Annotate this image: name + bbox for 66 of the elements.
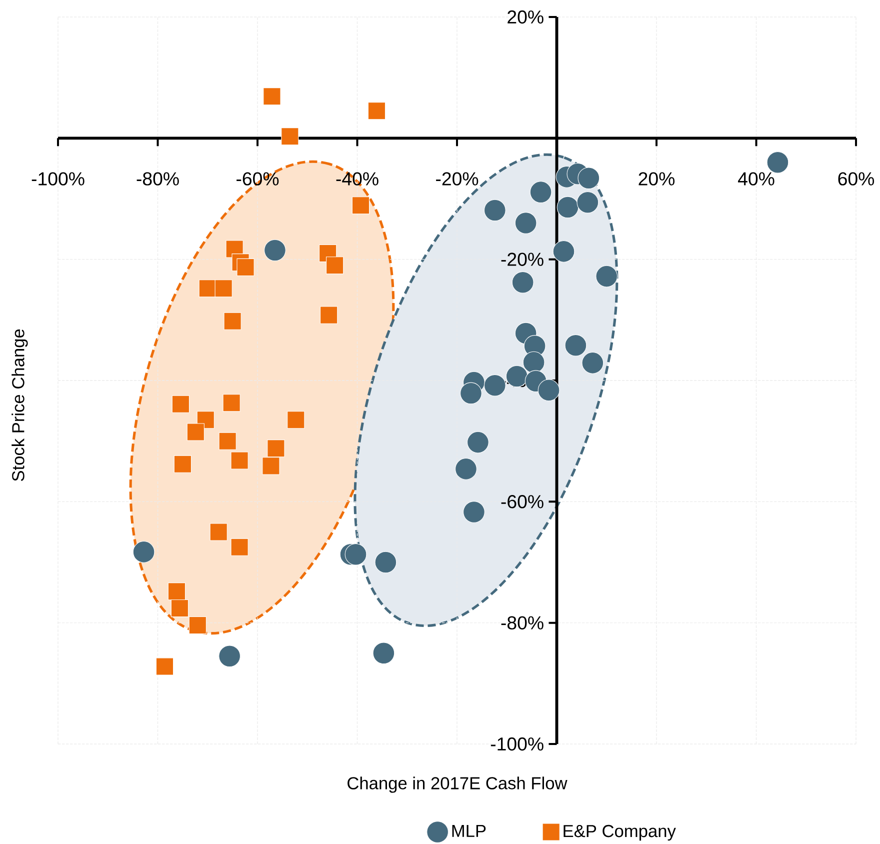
point — [578, 167, 600, 190]
x-axis-title: Change in 2017E Cash Flow — [348, 776, 568, 793]
point — [460, 382, 482, 404]
point — [538, 379, 560, 402]
x-tick-label: -20% — [436, 172, 478, 186]
point — [214, 280, 232, 298]
point — [372, 642, 395, 664]
point — [267, 440, 285, 458]
point — [236, 258, 254, 276]
point — [210, 523, 228, 541]
point — [264, 239, 286, 262]
point — [168, 582, 186, 600]
point — [368, 102, 386, 120]
x-tick-label: 60% — [838, 172, 874, 186]
point — [467, 431, 489, 454]
point — [484, 199, 506, 222]
point — [222, 394, 240, 412]
point — [156, 658, 174, 676]
point — [281, 128, 299, 146]
y-tick-label: -20% — [501, 252, 544, 266]
point — [530, 181, 552, 204]
y-tick-label: -60% — [501, 495, 544, 508]
y-tick-label: 20% — [508, 10, 544, 24]
x-tick-label: -40% — [336, 172, 378, 186]
point — [564, 334, 587, 356]
point — [374, 551, 397, 574]
point — [326, 256, 344, 274]
point — [484, 374, 506, 396]
point — [522, 351, 545, 374]
x-tick-label: -100% — [32, 172, 84, 186]
point — [582, 352, 604, 374]
point — [552, 240, 575, 262]
point — [766, 151, 789, 174]
point — [132, 541, 155, 563]
point — [512, 271, 534, 294]
point — [287, 411, 305, 429]
point — [186, 423, 204, 441]
y-tick-label: -80% — [501, 616, 544, 630]
legend-label: MLP — [452, 825, 486, 837]
point — [463, 501, 485, 523]
point — [170, 599, 189, 618]
point — [576, 191, 599, 214]
point — [320, 306, 338, 324]
point — [218, 432, 236, 450]
point — [455, 458, 477, 480]
point — [596, 265, 618, 288]
point — [172, 395, 190, 413]
point — [188, 616, 206, 634]
y-axis-title: Stock Price Change — [12, 329, 28, 482]
point — [230, 538, 248, 556]
point — [230, 452, 248, 470]
x-tick-label: 40% — [738, 172, 774, 186]
point — [352, 196, 370, 214]
x-tick-label: -80% — [136, 172, 179, 186]
x-tick-label: 20% — [638, 172, 675, 186]
point — [344, 543, 367, 566]
y-tick-label: -100% — [490, 737, 544, 751]
point — [218, 645, 241, 668]
point — [556, 196, 579, 218]
point — [514, 212, 537, 234]
point — [263, 88, 281, 106]
point — [174, 455, 192, 473]
point — [262, 457, 280, 475]
point — [198, 280, 216, 298]
legend-label: E&P Company — [564, 824, 676, 841]
point — [224, 312, 242, 330]
